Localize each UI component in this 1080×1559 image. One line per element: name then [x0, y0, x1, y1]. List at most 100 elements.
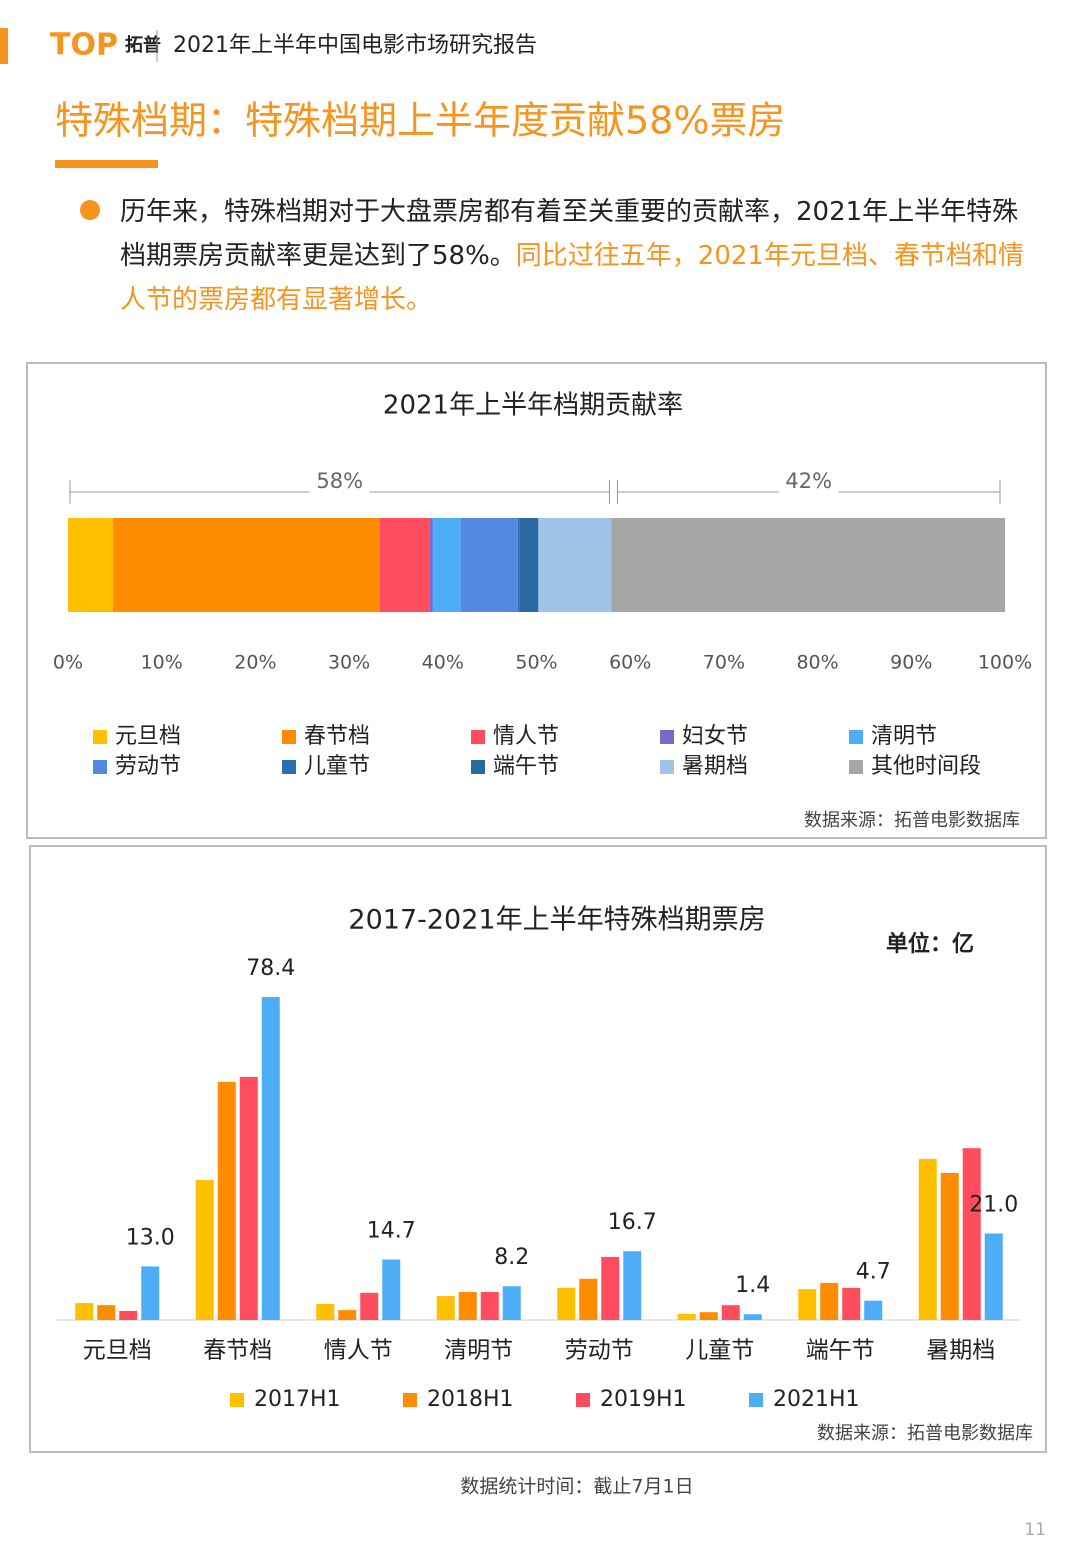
logo-cn: 拓普: [125, 34, 161, 56]
legend-label: 2021H1: [773, 1387, 860, 1412]
legend-label: 2018H1: [427, 1387, 514, 1412]
legend-label: 2017H1: [254, 1387, 341, 1412]
bar-segment: [432, 518, 461, 612]
x-tick-label: 40%: [422, 652, 464, 674]
data-label: 21.0: [969, 1192, 1018, 1217]
legend-swatch: [471, 760, 485, 774]
bullet: [80, 200, 100, 220]
bar: [962, 1148, 981, 1320]
bracket-label: 58%: [316, 469, 363, 493]
legend-label: 妇女节: [682, 724, 748, 749]
bracket-label-bg: [778, 470, 839, 494]
x-tick-label: 90%: [890, 652, 932, 674]
bar-segment: [538, 518, 612, 612]
legend-swatch: [403, 1393, 417, 1407]
paragraph: 历年来，特殊档期对于大盘票房都有着至关重要的贡献率，2021年上半年特殊档期票房…: [120, 190, 1035, 322]
chart-box: [29, 845, 1047, 1453]
bar: [743, 1314, 762, 1320]
legend-label: 2019H1: [600, 1387, 687, 1412]
x-tick-label: 30%: [328, 652, 370, 674]
bar: [458, 1291, 477, 1320]
legend-swatch: [749, 1393, 763, 1407]
bar-segment: [460, 518, 518, 612]
heading-underline: [55, 160, 158, 168]
x-tick-label: 儿童节: [685, 1338, 754, 1364]
bar: [601, 1256, 620, 1320]
heading: 特殊档期：特殊档期上半年度贡献58%票房: [55, 99, 785, 143]
bar: [316, 1303, 335, 1320]
data-label: 16.7: [608, 1210, 657, 1235]
x-tick-label: 元旦档: [83, 1338, 152, 1364]
legend-swatch: [93, 760, 107, 774]
legend-swatch: [230, 1393, 244, 1407]
bar: [842, 1287, 861, 1320]
bar: [502, 1286, 521, 1320]
bar-segment: [68, 518, 113, 612]
bracket-label-bg: [309, 470, 370, 494]
bar-segment: [112, 518, 381, 612]
x-tick-label: 清明节: [444, 1338, 513, 1364]
x-tick-label: 20%: [234, 652, 276, 674]
bar: [119, 1310, 138, 1320]
data-label: 4.7: [856, 1260, 891, 1285]
legend-swatch: [282, 730, 296, 744]
bar-segment: [611, 518, 1005, 612]
bar: [864, 1300, 883, 1320]
x-tick-label: 70%: [703, 652, 745, 674]
x-tick-label: 50%: [515, 652, 557, 674]
legend-label: 情人节: [493, 724, 559, 749]
source: 数据来源：拓普电影数据库: [804, 810, 1020, 831]
legend-label: 春节档: [304, 724, 370, 749]
bar: [820, 1282, 839, 1320]
unit-label: 单位：亿: [886, 931, 974, 957]
x-tick-label: 劳动节: [565, 1338, 634, 1364]
bar-segment: [519, 518, 539, 612]
x-tick-label: 春节档: [203, 1338, 272, 1364]
bar: [984, 1233, 1003, 1320]
legend-label: 儿童节: [304, 754, 370, 779]
x-tick-label: 0%: [53, 652, 83, 674]
data-label: 13.0: [126, 1225, 175, 1250]
source: 数据来源：拓普电影数据库: [817, 1423, 1033, 1444]
bar: [239, 1076, 258, 1320]
bar: [261, 997, 280, 1320]
footnote: 数据统计时间：截止7月1日: [460, 1476, 693, 1498]
legend-swatch: [849, 730, 863, 744]
bar: [480, 1291, 499, 1320]
bar: [217, 1081, 236, 1320]
legend-swatch: [660, 730, 674, 744]
bar: [382, 1259, 401, 1320]
bar: [940, 1172, 959, 1320]
bar: [579, 1278, 598, 1320]
bar: [798, 1289, 817, 1320]
chart-box: [26, 362, 1047, 839]
bar: [557, 1287, 576, 1320]
data-label: 1.4: [735, 1273, 770, 1298]
bar: [97, 1305, 116, 1320]
legend-swatch: [93, 730, 107, 744]
legend-swatch: [660, 760, 674, 774]
page-number: 11: [1024, 1520, 1046, 1540]
bar: [699, 1312, 718, 1320]
legend-label: 劳动节: [115, 754, 181, 779]
chart-title: 2017-2021年上半年特殊档期票房: [348, 905, 765, 936]
bar: [918, 1158, 937, 1320]
data-label: 8.2: [494, 1245, 529, 1270]
bar: [141, 1266, 160, 1320]
bar: [721, 1305, 740, 1320]
x-tick-label: 80%: [796, 652, 838, 674]
bar-segment: [380, 518, 430, 612]
legend-swatch: [471, 730, 485, 744]
bar: [75, 1303, 94, 1320]
data-label: 14.7: [367, 1218, 416, 1243]
bar: [623, 1251, 642, 1320]
x-tick-label: 100%: [978, 652, 1032, 674]
paragraph-highlight: 同比过往五年，2021年元旦档、春节档和情人节的票房都有显著增长。: [120, 241, 1024, 315]
bar: [338, 1310, 357, 1320]
bar-segment: [517, 518, 520, 612]
accent-bar: [0, 28, 8, 64]
chart-title: 2021年上半年档期贡献率: [383, 391, 683, 421]
bar-segment: [429, 518, 433, 612]
bracket-label: 42%: [785, 469, 832, 493]
